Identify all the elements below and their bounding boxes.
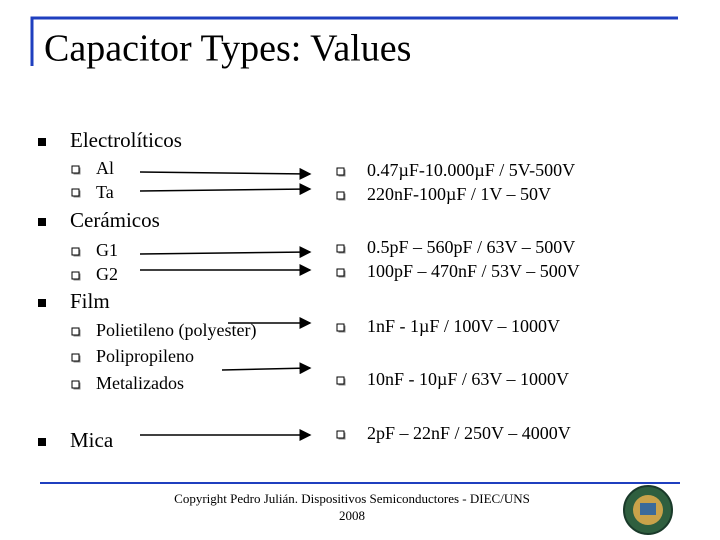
spec: 1nF - 1µF / 100V – 1000V <box>367 316 560 336</box>
section-label: Electrolíticos <box>70 128 182 152</box>
item: Metalizados <box>96 373 184 393</box>
item: Ta <box>96 182 114 202</box>
spec: 0.47µF-10.000µF / 5V-500V <box>367 160 575 180</box>
title: Capacitor Types: Values <box>44 28 411 70</box>
spec: 0.5pF – 560pF / 63V – 500V <box>367 237 575 257</box>
item: Polietileno (polyester) <box>96 320 256 341</box>
spec: 2pF – 22nF / 250V – 4000V <box>367 423 571 443</box>
item: Polipropileno <box>96 346 194 366</box>
arrows <box>139 167 312 441</box>
item: Al <box>96 158 114 178</box>
spec: 10nF - 10µF / 63V – 1000V <box>367 369 569 389</box>
logo <box>623 485 673 535</box>
item: G2 <box>96 264 118 284</box>
section-label: Mica <box>70 428 114 452</box>
frame <box>30 16 680 484</box>
footer: Copyright Pedro Julián. Dispositivos Sem… <box>174 491 530 506</box>
item: G1 <box>96 240 118 260</box>
section-label: Film <box>70 289 110 313</box>
footer: 2008 <box>339 508 365 523</box>
spec: 100pF – 470nF / 53V – 500V <box>367 261 580 281</box>
section-label: Cerámicos <box>70 208 160 232</box>
spec: 220nF-100µF / 1V – 50V <box>367 184 551 204</box>
